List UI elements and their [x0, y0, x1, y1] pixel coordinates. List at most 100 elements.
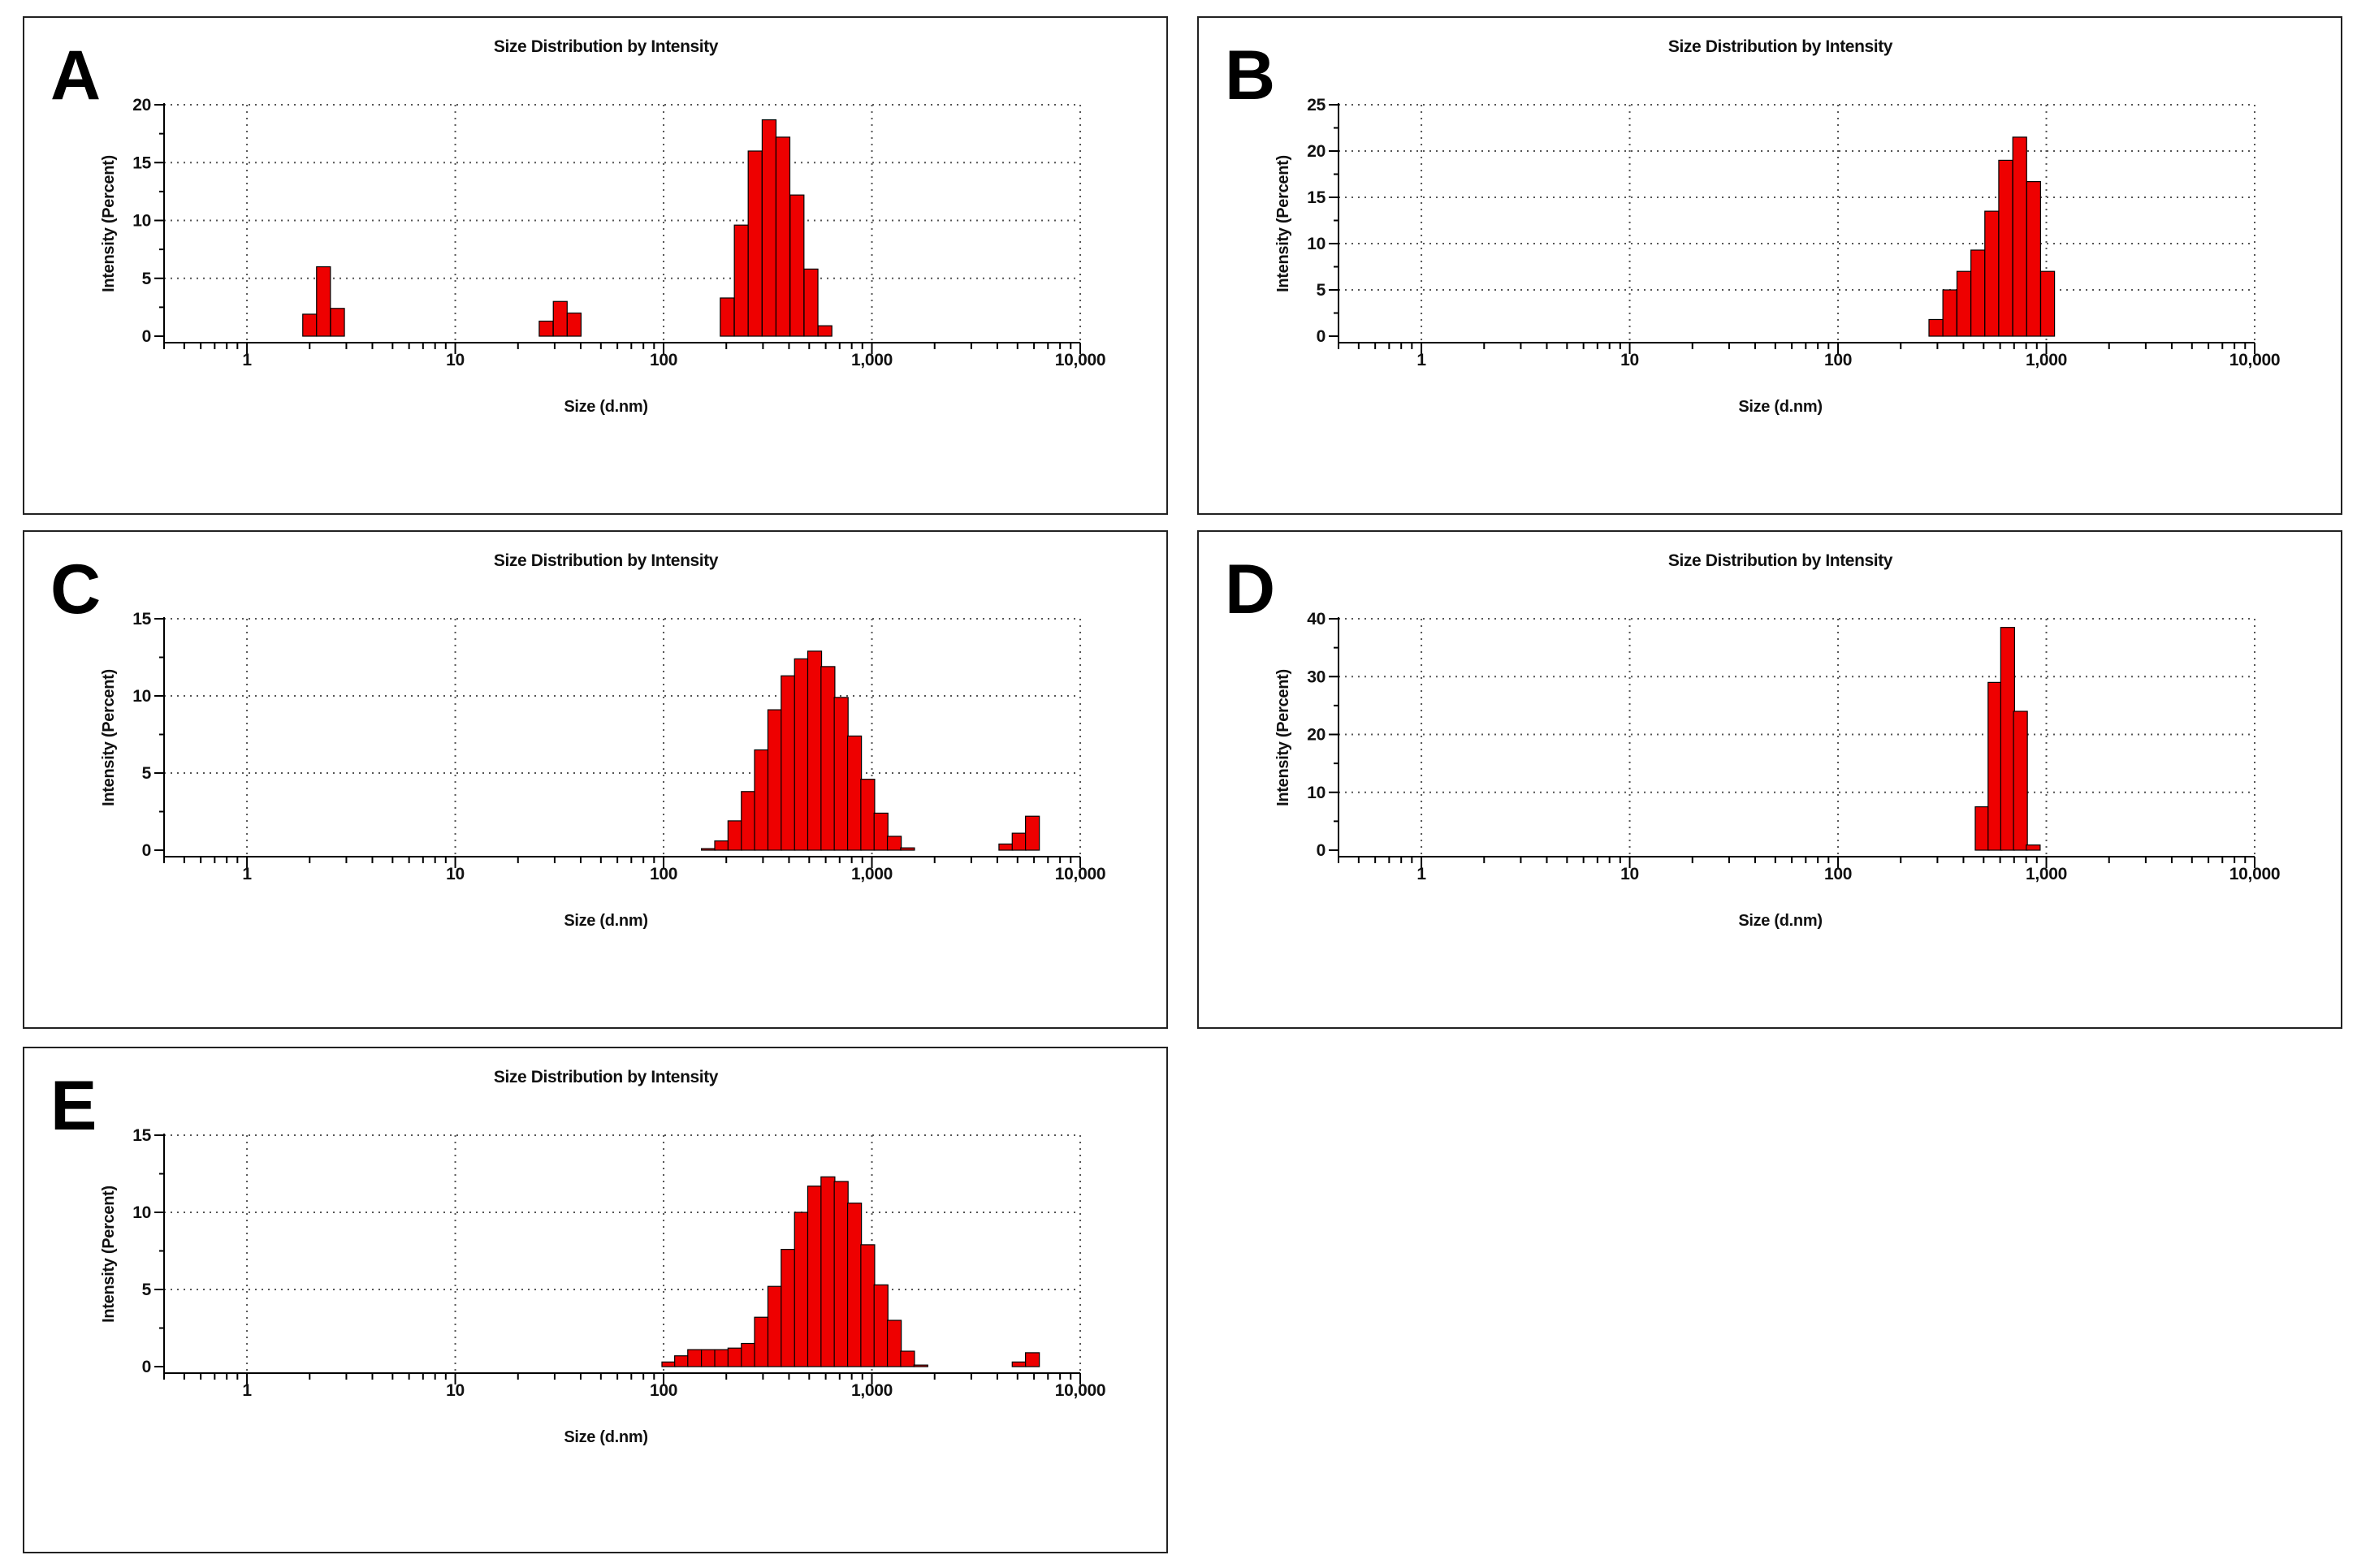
histogram-bar [794, 1212, 809, 1367]
histogram-bar [767, 709, 783, 851]
histogram-bar [733, 224, 749, 337]
x-tick-label: 100 [1824, 351, 1852, 369]
chart-panel-b: B Size Distribution by Intensity 0 5 10 15 20 2… [1197, 16, 2342, 515]
x-tick-label: 1 [1416, 351, 1426, 369]
x-tick-label: 1,000 [851, 351, 893, 369]
y-tick-label: 40 [1307, 610, 1326, 628]
y-tick-label: 30 [1307, 667, 1326, 686]
panel-letter: C [50, 551, 101, 628]
histogram-bar [1025, 1352, 1040, 1367]
histogram-bar [754, 749, 769, 851]
histogram-bar [2026, 844, 2041, 851]
x-axis-label: Size (d.nm) [1738, 912, 1822, 930]
y-tick-label: 0 [142, 327, 151, 346]
x-tick-label: 10 [446, 1381, 465, 1400]
histogram-bar [860, 779, 876, 851]
x-tick-label: 100 [650, 1381, 677, 1400]
y-tick-label: 10 [132, 1203, 151, 1222]
histogram-bar [998, 843, 1014, 851]
histogram-bar [2000, 627, 2016, 851]
x-tick-label: 10 [1620, 351, 1639, 369]
y-tick-label: 5 [142, 270, 152, 288]
panel-letter: D [1225, 551, 1275, 628]
histogram-bar [1956, 270, 1972, 337]
x-axis-label: Size (d.nm) [1738, 398, 1822, 416]
histogram-bar [754, 1316, 769, 1367]
histogram-bar [860, 1244, 876, 1367]
y-tick-label: 25 [1307, 96, 1326, 114]
panel-letter: B [1225, 37, 1275, 114]
chart-title: Size Distribution by Intensity [494, 551, 719, 570]
histogram-bar [727, 1347, 742, 1367]
histogram-bar [2039, 270, 2056, 337]
y-axis-label: Intensity (Percent) [1274, 155, 1292, 292]
histogram-bar [775, 136, 791, 337]
chart-title: Size Distribution by Intensity [1668, 551, 1893, 570]
y-tick-label: 5 [142, 764, 152, 783]
histogram-bar [1025, 815, 1040, 851]
histogram-bar [1998, 159, 2013, 337]
y-tick-label: 5 [1317, 281, 1326, 300]
y-tick-label: 5 [142, 1281, 152, 1299]
histogram-bar [741, 1342, 756, 1367]
histogram-bar [1970, 249, 1986, 337]
histogram-bar [1928, 318, 1944, 337]
histogram-bar [538, 320, 554, 337]
histogram-bar [900, 847, 915, 851]
histogram-bar [674, 1355, 690, 1367]
histogram-bar [767, 1285, 783, 1367]
histogram-bar [552, 300, 568, 337]
y-tick-label: 15 [132, 1126, 151, 1145]
histogram-bar [1984, 210, 2000, 337]
histogram-bar [846, 1203, 863, 1367]
y-tick-label: 10 [132, 212, 151, 231]
chart-title: Size Distribution by Intensity [494, 37, 719, 56]
chart-panel-a: A Size Distribution by Intensity 0 5 10 15 20 1… [23, 16, 1168, 515]
y-tick-label: 15 [132, 610, 151, 628]
histogram-bar [661, 1361, 677, 1367]
y-tick-label: 0 [142, 1358, 151, 1376]
histogram-bar [873, 1284, 889, 1367]
chart-title: Size Distribution by Intensity [494, 1068, 719, 1086]
histogram-bar [2026, 181, 2042, 337]
histogram-bar [727, 820, 742, 851]
histogram-bar [1942, 289, 1957, 337]
x-tick-label: 1 [242, 865, 252, 883]
x-tick-label: 100 [650, 865, 677, 883]
y-axis-label: Intensity (Percent) [100, 1186, 118, 1323]
histogram-bar [741, 791, 756, 851]
histogram-bar [781, 1249, 796, 1367]
histogram-bar [720, 297, 735, 337]
x-tick-label: 100 [650, 351, 677, 369]
y-tick-label: 20 [132, 96, 151, 114]
histogram-bar [747, 150, 763, 337]
histogram-bar [807, 1186, 823, 1367]
histogram-bar [761, 119, 777, 337]
chart-panel-e: E Size Distribution by Intensity 0 5 10 15 1 10… [23, 1047, 1168, 1553]
x-tick-label: 10,000 [2229, 351, 2280, 369]
histogram-bar [1974, 806, 1990, 851]
panel-letter: E [50, 1067, 97, 1145]
y-tick-label: 10 [1307, 784, 1326, 802]
chart-d-svg: D Size Distribution by Intensity 0 10 20 30 40… [1225, 551, 2281, 930]
histogram-bar [900, 1350, 915, 1367]
histogram-bar [820, 666, 836, 851]
x-tick-label: 10 [446, 865, 465, 883]
x-tick-label: 10 [1620, 865, 1639, 883]
histogram-bar [2012, 136, 2027, 337]
histogram-bar [794, 658, 809, 851]
x-tick-label: 10,000 [1055, 351, 1105, 369]
x-axis-label: Size (d.nm) [564, 398, 647, 416]
histogram-bar [701, 1349, 716, 1367]
histogram-bar [566, 312, 582, 337]
histogram-bar [1987, 681, 2003, 851]
y-axis-label: Intensity (Percent) [100, 155, 118, 292]
histogram-bar [2013, 711, 2028, 851]
y-tick-label: 15 [132, 153, 151, 172]
histogram-bar [1011, 1361, 1027, 1367]
y-tick-label: 10 [132, 687, 151, 706]
x-tick-label: 1,000 [2026, 865, 2067, 883]
x-tick-label: 1 [1416, 865, 1426, 883]
y-tick-label: 20 [1307, 726, 1326, 745]
histogram-bar [1011, 832, 1027, 851]
